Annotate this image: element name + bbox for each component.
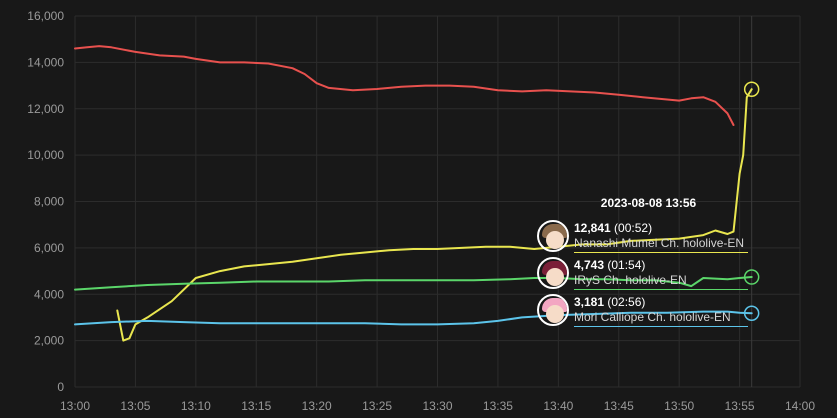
x-tick-label: 13:00	[60, 399, 90, 413]
tooltip-channel-name: Nanashi Mumei Ch. hololive-EN	[574, 236, 745, 250]
tooltip-value: 12,841	[574, 221, 611, 235]
tooltip-row-mumei: 12,841 (00:52) Nanashi Mumei Ch. hololiv…	[537, 220, 752, 253]
tooltip-value: 4,743	[574, 258, 605, 272]
series-line-1	[74, 45, 735, 126]
hover-marker	[743, 305, 760, 321]
series-lines	[74, 45, 753, 342]
tooltip: 2023-08-08 13:56 12,841 (00:52) Nanashi …	[537, 196, 752, 331]
series-line-irys	[74, 276, 753, 291]
y-tick-label: 4,000	[34, 287, 64, 301]
hover-marker	[743, 81, 760, 97]
x-tick-label: 13:55	[725, 399, 755, 413]
x-tick-label: 13:45	[604, 399, 634, 413]
tooltip-row-irys: 4,743 (01:54) IRyS Ch. hololive-EN	[537, 257, 752, 290]
y-tick-label: 8,000	[34, 195, 64, 209]
x-tick-label: 13:40	[543, 399, 573, 413]
x-tick-label: 13:30	[422, 399, 452, 413]
tooltip-time: (01:54)	[607, 258, 646, 272]
tooltip-underline	[574, 251, 748, 253]
avatar-irys	[537, 257, 569, 289]
tooltip-channel-name: IRyS Ch. hololive-EN	[574, 273, 687, 287]
x-tick-label: 13:05	[120, 399, 150, 413]
series-line-mumei	[116, 88, 753, 342]
avatar-calliope	[537, 294, 569, 326]
x-tick-label: 13:15	[241, 399, 271, 413]
y-axis-ticks: 0 2,000 4,000 6,000 8,000 10,000 12,000 14,000 1…	[27, 9, 64, 394]
x-axis-ticks: 13:00 13:05 13:10 13:15 13:20 13:25 13:30 13:35…	[60, 399, 815, 413]
hover-markers	[743, 81, 760, 321]
avatar-mumei	[537, 220, 569, 252]
tooltip-title: 2023-08-08 13:56	[600, 196, 697, 210]
tooltip-value: 3,181	[574, 295, 605, 309]
y-tick-label: 14,000	[27, 55, 64, 69]
x-tick-label: 13:35	[483, 399, 513, 413]
y-tick-label: 2,000	[34, 334, 64, 348]
tooltip-time: (00:52)	[614, 221, 653, 235]
tooltip-underline	[574, 325, 748, 327]
y-tick-label: 0	[57, 380, 64, 394]
x-tick-label: 13:25	[362, 399, 392, 413]
x-tick-label: 13:50	[664, 399, 694, 413]
x-tick-label: 13:20	[302, 399, 332, 413]
y-tick-label: 6,000	[34, 241, 64, 255]
tooltip-underline	[574, 288, 748, 290]
y-tick-label: 10,000	[27, 148, 64, 162]
x-tick-label: 13:10	[181, 399, 211, 413]
tooltip-channel-name: Mori Calliope Ch. hololive-EN	[574, 310, 731, 324]
series-line-calliope	[74, 310, 753, 326]
y-tick-label: 16,000	[27, 9, 64, 23]
hover-marker	[743, 269, 760, 285]
grid-lines	[74, 15, 801, 388]
tooltip-row-calliope: 3,181 (02:56) Mori Calliope Ch. hololive…	[537, 294, 752, 327]
y-tick-label: 12,000	[27, 102, 64, 116]
tooltip-time: (02:56)	[607, 295, 646, 309]
x-tick-label: 14:00	[785, 399, 815, 413]
